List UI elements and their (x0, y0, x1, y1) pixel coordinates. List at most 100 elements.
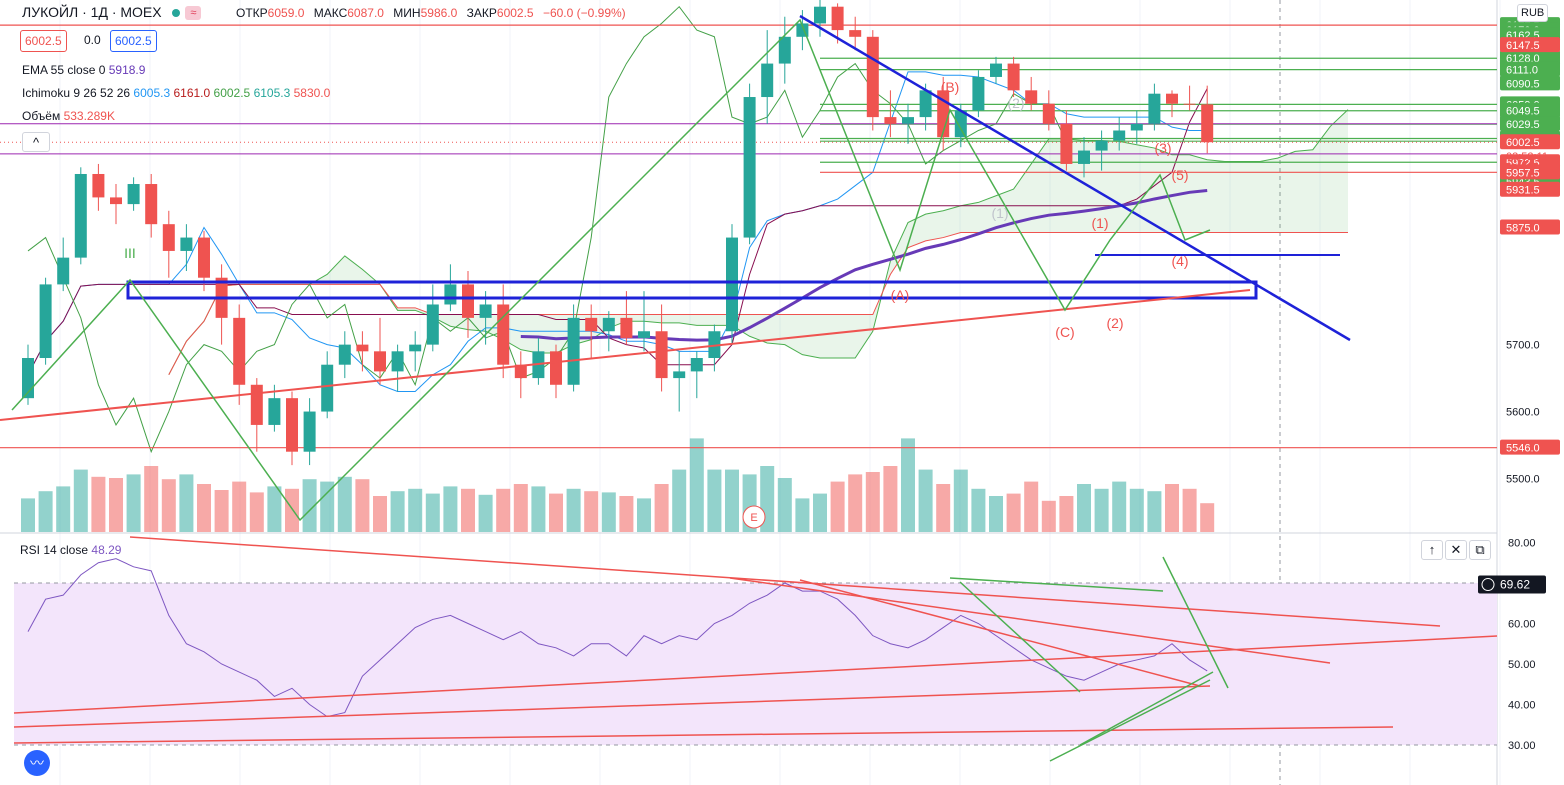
volume-bar (865, 472, 880, 532)
volume-bar (971, 488, 986, 532)
volume-bar (813, 493, 827, 532)
wave-label: (1) (991, 205, 1008, 221)
volume-bar (1059, 496, 1074, 532)
price-tick: 5600.0 (1506, 407, 1540, 419)
price-tag: 6147.5 (1506, 40, 1540, 52)
candle-body (708, 331, 721, 359)
volume-bar (918, 469, 933, 532)
volume-bar (73, 469, 88, 532)
rsi-move-up-button[interactable]: ↑ (1421, 540, 1443, 560)
candle-body (743, 97, 756, 238)
candle-body (110, 197, 122, 205)
volume-bar (777, 478, 792, 532)
candle-body (831, 6, 844, 31)
volume-bar (91, 476, 106, 532)
volume-bar (566, 488, 581, 532)
volume-bar (126, 474, 141, 532)
ema-legend[interactable]: EMA 55 close 0 5918.9 (22, 63, 146, 77)
countdown-label: 03:52:11 (1506, 151, 1548, 163)
ichimoku-legend[interactable]: Ichimoku 9 26 52 26 6005.3 6161.0 6002.5… (22, 86, 331, 100)
candle-body (620, 317, 633, 338)
rsi-close-button[interactable]: ✕ (1445, 540, 1467, 560)
volume-bar (109, 478, 123, 532)
candle-body (550, 351, 562, 385)
rsi-maximize-button[interactable]: ⧉ (1469, 540, 1491, 560)
candle-body (1025, 90, 1038, 104)
change-value: −60.0 (−0.99%) (542, 6, 626, 20)
rsi-trendline (799, 579, 1201, 687)
volume-bar (549, 493, 563, 532)
low-value: 5986.0 (420, 6, 458, 20)
candle-body (479, 304, 492, 318)
volume-bar (144, 466, 159, 532)
volume-legend[interactable]: Объём 533.289K (22, 109, 115, 123)
volume-bar (161, 479, 176, 532)
earnings-marker-label: E (750, 512, 757, 524)
rsi-value: 48.29 (91, 543, 122, 557)
price-tag-bg (1500, 439, 1560, 455)
candle-body (462, 284, 474, 318)
price-tick-bg (1500, 116, 1560, 132)
rsi-current-bg (1478, 575, 1546, 594)
candle-body (57, 257, 70, 285)
volume-bar (232, 481, 247, 532)
rsi-trendline (1049, 679, 1211, 762)
candle-body (1042, 103, 1055, 124)
support-rectangle (126, 280, 1258, 300)
sell-price-box[interactable]: 6002.5 (20, 30, 67, 52)
currency-label[interactable]: RUB (1517, 4, 1549, 22)
volume-bar (637, 498, 651, 532)
volume-bar (1200, 503, 1215, 532)
trendline-down (799, 14, 1351, 342)
candle-body (567, 317, 580, 385)
rsi-trendline (1162, 556, 1229, 689)
rsi-legend[interactable]: RSI 14 close 48.29 (20, 543, 122, 557)
volume-bar (848, 474, 863, 532)
candle-body (514, 364, 527, 379)
volume-bar (901, 438, 915, 532)
spread-value: 0.0 (84, 33, 101, 47)
price-tick: 6029.5 (1506, 119, 1540, 131)
volume-bar (373, 496, 387, 532)
high-value: 6087.0 (347, 6, 384, 20)
ohlc-values: ОТКР6059.0 МАКС6087.0 МИН5986.0 ЗАКР6002… (236, 6, 626, 20)
earnings-marker (742, 505, 766, 529)
ichimoku-span-a (168, 109, 1349, 375)
wave-label: III (124, 245, 136, 261)
candle-body (250, 384, 263, 425)
rsi-tick: 30.00 (1508, 740, 1536, 752)
trendline-up (0, 289, 1251, 421)
volume-bar (513, 484, 528, 532)
collapse-legend-button[interactable]: ^ (22, 132, 50, 152)
volume-bar (267, 486, 282, 532)
candle-body (1148, 93, 1161, 124)
volume-bar (531, 486, 546, 532)
rsi-tick: 40.00 (1508, 700, 1536, 712)
rsi-trendline (949, 577, 1164, 592)
replay-icon[interactable]: ≈ (185, 6, 202, 21)
volume-bar (795, 498, 810, 532)
volume-bar (302, 479, 317, 532)
ichimoku-lagging (27, 5, 1067, 454)
candle-body (972, 76, 985, 111)
rsi-current-label: 69.62 (1500, 578, 1530, 592)
rsi-trendline (129, 536, 1441, 627)
candle-body (902, 117, 914, 124)
candle-body (1113, 130, 1126, 141)
candle-body (92, 173, 105, 198)
wave-label: (2) (1106, 315, 1123, 331)
tradingview-logo[interactable]: 〰 (24, 750, 50, 776)
candle-body (303, 411, 316, 452)
volume-bar (989, 496, 1003, 532)
price-tick: 5700.0 (1506, 340, 1540, 352)
buy-price-box[interactable]: 6002.5 (110, 30, 157, 52)
price-tag: 5931.5 (1506, 185, 1540, 197)
price-tag-bg (1500, 219, 1560, 235)
candle-body (338, 344, 351, 365)
candle-body (286, 398, 298, 452)
volume-bar (320, 481, 335, 532)
price-tag-bg (1500, 134, 1560, 150)
candle-body (444, 284, 457, 305)
price-tick-bg (1500, 75, 1560, 91)
